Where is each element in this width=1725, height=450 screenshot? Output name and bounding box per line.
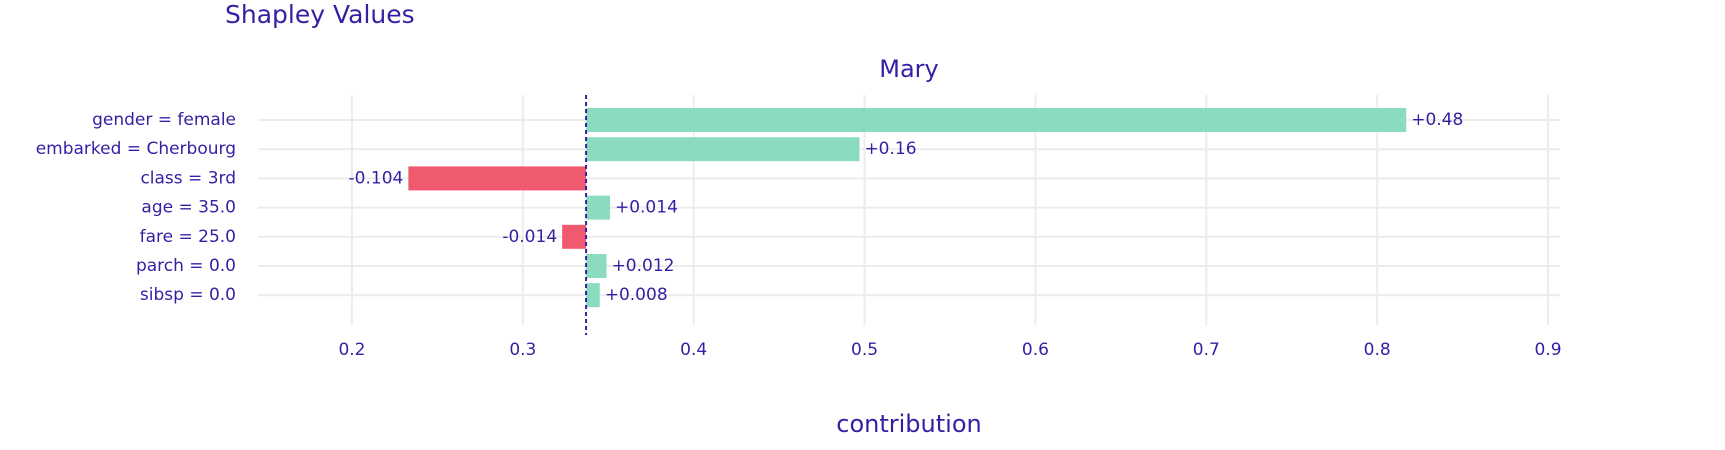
y-tick-label: fare = 25.0: [140, 227, 236, 247]
value-label: +0.48: [1411, 110, 1463, 130]
bar: [408, 166, 587, 191]
y-tick-label: class = 3rd: [140, 168, 236, 188]
bar: [586, 137, 860, 162]
value-label: +0.012: [612, 256, 675, 276]
chart-title: Shapley Values: [225, 0, 415, 29]
x-tick-label: 0.4: [680, 340, 707, 360]
chart-subtitle: Mary: [879, 55, 938, 83]
y-tick-label: embarked = Cherbourg: [36, 139, 236, 159]
x-axis-title: contribution: [836, 410, 981, 438]
value-label: -0.104: [349, 168, 404, 188]
bar: [586, 108, 1407, 132]
bar: [586, 195, 610, 220]
x-tick-label: 0.3: [509, 340, 536, 360]
x-tick-label: 0.5: [851, 340, 878, 360]
x-tick-label: 0.8: [1364, 340, 1391, 360]
bar: [586, 283, 600, 308]
value-label: +0.008: [605, 285, 668, 305]
x-tick-label: 0.7: [1193, 340, 1220, 360]
value-label: +0.014: [615, 198, 678, 218]
value-label: +0.16: [864, 139, 916, 159]
y-tick-label: gender = female: [92, 110, 236, 130]
y-tick-label: age = 35.0: [141, 198, 236, 218]
bar: [562, 224, 587, 249]
x-tick-label: 0.6: [1022, 340, 1049, 360]
bar: [586, 254, 607, 278]
x-tick-label: 0.2: [338, 340, 365, 360]
x-tick-label: 0.9: [1535, 340, 1562, 360]
value-label: -0.014: [502, 227, 557, 247]
y-tick-label: sibsp = 0.0: [140, 285, 236, 305]
y-tick-label: parch = 0.0: [136, 256, 236, 276]
